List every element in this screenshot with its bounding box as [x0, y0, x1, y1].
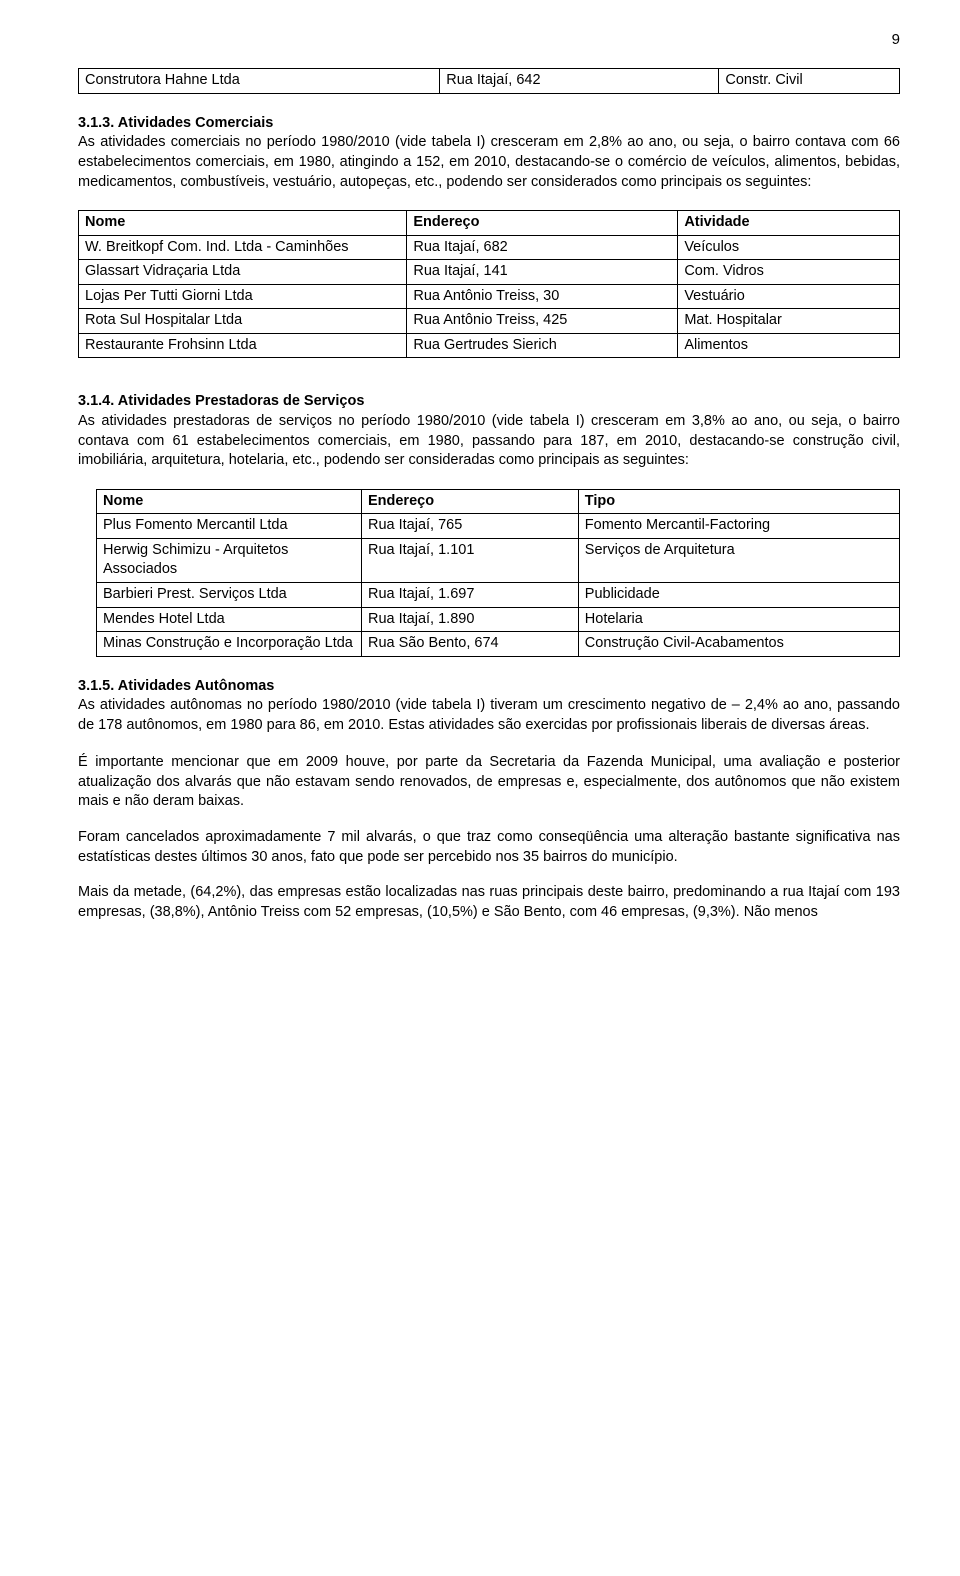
cell: Rua Antônio Treiss, 425	[407, 309, 678, 334]
cell: Rua Itajaí, 141	[407, 260, 678, 285]
table-servicos: Nome Endereço Tipo Plus Fomento Mercanti…	[96, 489, 900, 657]
cell: Veículos	[678, 235, 900, 260]
paragraph-4: É importante mencionar que em 2009 houve…	[78, 753, 900, 812]
cell: Rua Itajaí, 1.101	[361, 538, 578, 582]
table-row: Glassart Vidraçaria LtdaRua Itajaí, 141C…	[79, 260, 900, 285]
cell: Com. Vidros	[678, 260, 900, 285]
col-endereco: Endereço	[407, 211, 678, 236]
cell: Lojas Per Tutti Giorni Ltda	[79, 284, 407, 309]
section-title-314: 3.1.4. Atividades Prestadoras de Serviço…	[78, 393, 364, 409]
col-endereco: Endereço	[361, 489, 578, 514]
cell: Herwig Schimizu - Arquitetos Associados	[97, 538, 362, 582]
cell: Alimentos	[678, 333, 900, 358]
cell: Fomento Mercantil-Factoring	[578, 514, 899, 539]
paragraph-314: As atividades prestadoras de serviços no…	[78, 412, 900, 471]
cell: Glassart Vidraçaria Ltda	[79, 260, 407, 285]
table-header-row: Nome Endereço Tipo	[97, 489, 900, 514]
col-tipo: Tipo	[578, 489, 899, 514]
col-atividade: Atividade	[678, 211, 900, 236]
section-title-315: 3.1.5. Atividades Autônomas	[78, 678, 274, 694]
cell: Plus Fomento Mercantil Ltda	[97, 514, 362, 539]
table-row: Construtora Hahne Ltda Rua Itajaí, 642 C…	[79, 69, 900, 94]
table-row: Minas Construção e Incorporação LtdaRua …	[97, 632, 900, 657]
paragraph-5: Foram cancelados aproximadamente 7 mil a…	[78, 828, 900, 867]
cell: Rua Itajaí, 642	[440, 69, 719, 94]
cell: Publicidade	[578, 582, 899, 607]
cell: Barbieri Prest. Serviços Ltda	[97, 582, 362, 607]
table-row: Restaurante Frohsinn LtdaRua Gertrudes S…	[79, 333, 900, 358]
table-row: W. Breitkopf Com. Ind. Ltda - CaminhõesR…	[79, 235, 900, 260]
cell: Rua Itajaí, 1.890	[361, 607, 578, 632]
cell: Rota Sul Hospitalar Ltda	[79, 309, 407, 334]
paragraph-6: Mais da metade, (64,2%), das empresas es…	[78, 883, 900, 922]
table-row: Lojas Per Tutti Giorni LtdaRua Antônio T…	[79, 284, 900, 309]
cell: Mendes Hotel Ltda	[97, 607, 362, 632]
cell: Hotelaria	[578, 607, 899, 632]
cell: Minas Construção e Incorporação Ltda	[97, 632, 362, 657]
table-row: Rota Sul Hospitalar LtdaRua Antônio Trei…	[79, 309, 900, 334]
cell: Construtora Hahne Ltda	[79, 69, 440, 94]
cell: Vestuário	[678, 284, 900, 309]
table-row: Herwig Schimizu - Arquitetos AssociadosR…	[97, 538, 900, 582]
paragraph-315: As atividades autônomas no período 1980/…	[78, 696, 900, 735]
cell: Rua São Bento, 674	[361, 632, 578, 657]
table-header-row: Nome Endereço Atividade	[79, 211, 900, 236]
cell: Construção Civil-Acabamentos	[578, 632, 899, 657]
cell: Constr. Civil	[719, 69, 900, 94]
table-row: Barbieri Prest. Serviços LtdaRua Itajaí,…	[97, 582, 900, 607]
cell: Rua Itajaí, 682	[407, 235, 678, 260]
table-construtora: Construtora Hahne Ltda Rua Itajaí, 642 C…	[78, 68, 900, 94]
cell: Serviços de Arquitetura	[578, 538, 899, 582]
table-row: Plus Fomento Mercantil LtdaRua Itajaí, 7…	[97, 514, 900, 539]
cell: Mat. Hospitalar	[678, 309, 900, 334]
table-comerciais: Nome Endereço Atividade W. Breitkopf Com…	[78, 210, 900, 358]
col-nome: Nome	[79, 211, 407, 236]
col-nome: Nome	[97, 489, 362, 514]
section-title-313: 3.1.3. Atividades Comerciais	[78, 115, 273, 131]
cell: Rua Antônio Treiss, 30	[407, 284, 678, 309]
cell: Rua Itajaí, 1.697	[361, 582, 578, 607]
paragraph-313: As atividades comerciais no período 1980…	[78, 133, 900, 192]
cell: Restaurante Frohsinn Ltda	[79, 333, 407, 358]
cell: Rua Itajaí, 765	[361, 514, 578, 539]
cell: Rua Gertrudes Sierich	[407, 333, 678, 358]
table-row: Mendes Hotel LtdaRua Itajaí, 1.890Hotela…	[97, 607, 900, 632]
cell: W. Breitkopf Com. Ind. Ltda - Caminhões	[79, 235, 407, 260]
page-number: 9	[78, 30, 900, 50]
